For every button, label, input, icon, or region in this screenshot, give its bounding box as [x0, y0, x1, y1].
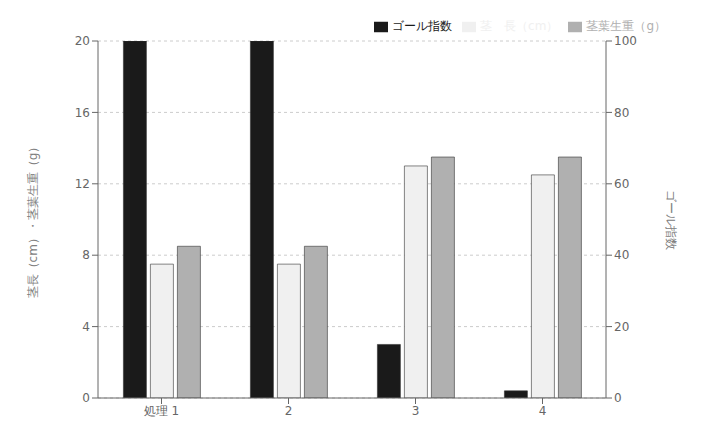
svg-text:20: 20 [75, 34, 90, 48]
svg-text:処理 1: 処理 1 [144, 404, 179, 418]
svg-text:3: 3 [412, 404, 420, 418]
svg-text:4: 4 [539, 404, 547, 418]
svg-text:12: 12 [75, 177, 90, 191]
svg-text:8: 8 [82, 248, 90, 262]
svg-text:100: 100 [614, 34, 637, 48]
svg-text:40: 40 [614, 248, 629, 262]
svg-text:60: 60 [614, 177, 629, 191]
svg-text:4: 4 [82, 320, 90, 334]
svg-text:20: 20 [614, 320, 629, 334]
svg-text:0: 0 [82, 391, 90, 405]
html-text:茎 長（cm）: 茎 長（cm） [480, 19, 559, 33]
svg-text:茎長（cm）・茎葉生重（g）: 茎長（cm）・茎葉生重（g） [26, 141, 40, 299]
html-text:ゴール指数: ゴール指数 [392, 19, 453, 33]
svg-text:2: 2 [285, 404, 293, 418]
svg-text:80: 80 [614, 106, 629, 120]
svg-text:16: 16 [75, 106, 90, 120]
svg-text:0: 0 [614, 391, 622, 405]
html-text:茎葉生重（g）: 茎葉生重（g） [586, 19, 666, 33]
svg-text:ゴール指数: ゴール指数 [664, 190, 678, 250]
